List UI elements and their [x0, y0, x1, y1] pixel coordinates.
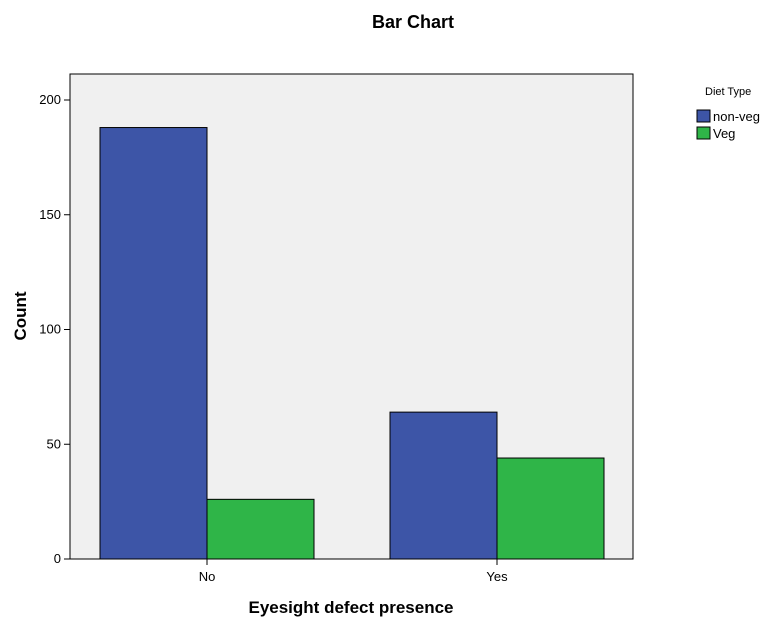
y-tick-label: 200 [39, 92, 61, 107]
legend-label-veg: Veg [713, 126, 735, 141]
bar-veg-no [206, 498, 315, 560]
legend: Diet Type non-veg Veg [696, 86, 760, 141]
y-axis-label: Count [11, 291, 30, 340]
bars-group [99, 127, 605, 560]
bar-non-veg-yes [389, 411, 498, 560]
y-axis: 0 50 100 150 200 [39, 92, 70, 566]
legend-swatch-non-veg [696, 109, 711, 123]
legend-label-non-veg: non-veg [713, 109, 760, 124]
y-tick-label: 50 [47, 436, 61, 451]
x-tick-label: Yes [486, 569, 508, 584]
legend-swatch-veg [696, 126, 711, 140]
chart-title: Bar Chart [372, 12, 454, 32]
y-tick-label: 0 [54, 551, 61, 566]
legend-title: Diet Type [705, 86, 751, 98]
x-axis-label: Eyesight defect presence [248, 598, 453, 617]
y-tick-label: 100 [39, 322, 61, 337]
x-axis: No Yes [199, 559, 508, 584]
bar-veg-yes [496, 457, 605, 560]
x-tick-label: No [199, 569, 216, 584]
y-tick-label: 150 [39, 207, 61, 222]
bar-non-veg-no [99, 127, 208, 560]
